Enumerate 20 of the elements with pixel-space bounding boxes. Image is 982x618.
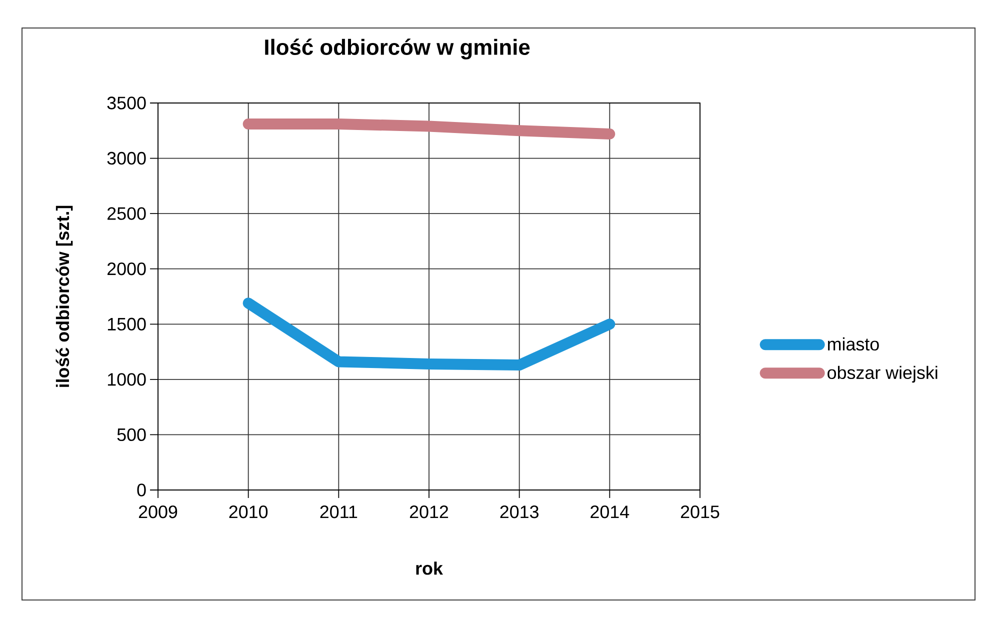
x-tick-label: 2012: [410, 506, 448, 518]
x-tick-label: 2014: [590, 506, 630, 518]
legend-label: obszar wiejski: [828, 366, 938, 383]
y-tick-label: 3500: [107, 96, 146, 110]
y-tick-label: 2000: [108, 262, 146, 276]
x-tick-label: 2013: [500, 506, 538, 518]
y-tick-label: 3000: [107, 152, 146, 165]
y-tick-label: 500: [117, 428, 146, 442]
y-tick-label: 2500: [108, 207, 146, 220]
y-tick-label: 1000: [108, 373, 146, 386]
y-tick-label: 0: [137, 484, 146, 496]
x-tick-label: 2015: [680, 506, 720, 518]
y-tick-label: 1500: [108, 318, 146, 330]
legend-label: miasto: [828, 337, 879, 351]
x-axis-title: rok: [416, 562, 443, 575]
x-tick-label: 2010: [229, 506, 268, 518]
chart-title: Ilość odbiorców w gminie: [265, 38, 530, 60]
x-tick-label: 2011: [320, 506, 358, 518]
x-tick-label: 2009: [138, 506, 178, 518]
y-axis-title: ilość odbiorców [szt.]: [56, 206, 73, 387]
